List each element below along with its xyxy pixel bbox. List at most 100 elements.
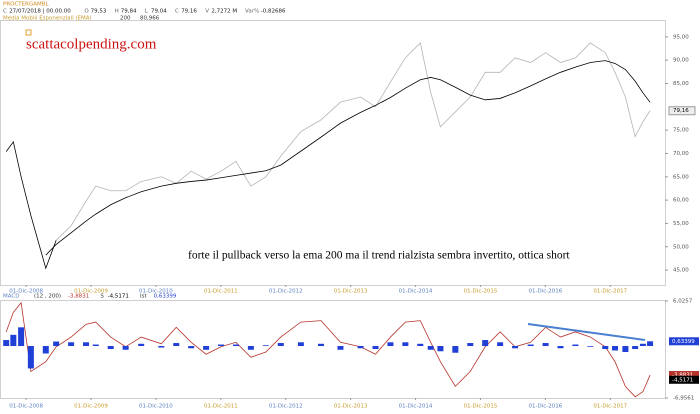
marker-square (25, 29, 32, 36)
histogram-bar (277, 343, 284, 347)
y-tick-label: 45,00 (673, 268, 689, 274)
macd-panel (0, 300, 666, 399)
series-line (5, 301, 651, 398)
histogram-bar (317, 343, 324, 347)
x-tick-label: 01-Dic-2014 (399, 289, 433, 295)
macd-legend: MACD (12 , 200) -3,8831 S -4,5171 Ist 0,63399 (3, 294, 177, 300)
histogram-bar (173, 343, 180, 347)
x-tick-label: 01-Dic-2012 (269, 289, 303, 295)
ema-period: 200 (120, 16, 131, 22)
x-tick-label: 01-Dic-2017 (593, 404, 627, 410)
y-tick-label: 55,00 (673, 221, 689, 227)
histogram-bar (247, 346, 254, 350)
histogram-bar (357, 346, 364, 349)
x-tick-label: 01-Dic-2013 (334, 404, 368, 410)
histogram-bar (612, 346, 619, 351)
y-tick-label: 50,00 (673, 244, 689, 250)
x-tick-label: 01-Dic-2008 (9, 404, 43, 410)
histogram-bar (632, 346, 639, 350)
field-label: V (205, 9, 209, 15)
histogram-bar (452, 346, 459, 353)
histogram-bar (497, 342, 504, 347)
histogram-bar (83, 342, 90, 347)
watermark: scattacolpending.com (26, 36, 157, 52)
last-value-box (669, 337, 699, 346)
x-tick-label: 01-Dic-2010 (139, 289, 173, 295)
last-price-label: 79,16 (673, 108, 689, 114)
series-line (45, 60, 651, 256)
last-value-label: -4,5171 (672, 377, 693, 383)
histogram-bar (622, 346, 629, 353)
histogram-bar (27, 346, 34, 369)
plot: 45,00 50,00 55,00 60,00 65,00 70,00 75,00 85,00… (3, 34, 699, 410)
macd-title: MACD (3, 294, 20, 300)
histogram-bar (542, 343, 549, 347)
histogram-bar (482, 340, 489, 347)
field-value: -0,82686 (261, 9, 286, 15)
histogram-bar (203, 346, 210, 350)
field-label: H (115, 9, 119, 15)
histogram-bar (437, 346, 444, 352)
histogram-bar (232, 344, 239, 347)
x-tick-label: 01-Dic-2011 (204, 404, 238, 410)
x-tick-label: 01-Dic-2015 (464, 404, 498, 410)
series-line (55, 42, 651, 241)
histogram-bar (602, 346, 609, 350)
field-value: 2,7272 M (211, 9, 237, 15)
histogram-bar (138, 343, 145, 347)
x-tick-label: 01-Dic-2010 (139, 404, 173, 410)
ema-name: Media Mobili Esponenziali (EMA) (3, 16, 92, 22)
field-label: C (175, 9, 179, 15)
y-tick-label: 90,00 (673, 58, 689, 64)
ema-last: 80,966 (140, 16, 160, 22)
histogram-bar (262, 345, 269, 347)
x-tick-label: 01-Dic-2016 (528, 289, 562, 295)
histogram-bar (572, 344, 579, 347)
series-name: Ist (140, 294, 147, 300)
histogram-bar (372, 346, 379, 350)
histogram-bar (42, 346, 49, 354)
field-label: O (84, 9, 89, 15)
field-label: L (145, 9, 149, 15)
last-value-label: 0,63399 (672, 339, 695, 345)
annotation: forte il pullback verso la ema 200 ma il… (188, 250, 570, 262)
x-tick-label: 01-Dic-2015 (464, 289, 498, 295)
histogram-bar (402, 342, 409, 347)
histogram-bar (188, 346, 195, 349)
histogram-bar (92, 344, 99, 347)
y-tick-label: -6,9561 (673, 396, 694, 402)
histogram-bar (427, 346, 434, 350)
trend-line (527, 323, 646, 341)
macd-params: (12 , 200) (34, 294, 61, 300)
x-tick-label: 01-Dic-2014 (399, 404, 433, 410)
field-value: 79,53 (91, 9, 107, 15)
histogram-bar (107, 346, 114, 350)
histogram-bar (417, 343, 424, 347)
series-line (5, 140, 57, 270)
histogram-bar (3, 340, 10, 347)
last-value-box (669, 371, 699, 380)
histogram-bar (297, 342, 304, 347)
series-last: -4,5171 (108, 294, 129, 300)
x-tick-label: 01-Dic-2017 (593, 289, 627, 295)
y-tick-label: 6,0257 (673, 299, 693, 305)
x-tick-label: 01-Dic-2009 (74, 289, 108, 295)
y-tick-label: 70,00 (673, 151, 689, 157)
x-tick-label: 01-Dic-2009 (74, 404, 108, 410)
y-tick-label: 60,00 (673, 198, 689, 204)
histogram-bar (467, 343, 474, 347)
histogram-bar (158, 346, 165, 348)
field-label: C (3, 9, 7, 15)
y-tick-label: 85,00 (673, 81, 689, 87)
x-tick-label: 01-Dic-2012 (269, 404, 303, 410)
series-name: S (100, 294, 104, 300)
y-tick-label: 95,00 (673, 34, 689, 40)
ema-legend: Media Mobili Esponenziali (EMA) 200 80,966 (3, 16, 160, 22)
last-value-box (669, 375, 699, 384)
symbol: PROCTERGAMBL (3, 2, 50, 8)
histogram-bar (587, 346, 594, 347)
histogram-bar (647, 341, 654, 347)
series-last: 0,63399 (154, 294, 177, 300)
field-value: 79,84 (121, 9, 137, 15)
